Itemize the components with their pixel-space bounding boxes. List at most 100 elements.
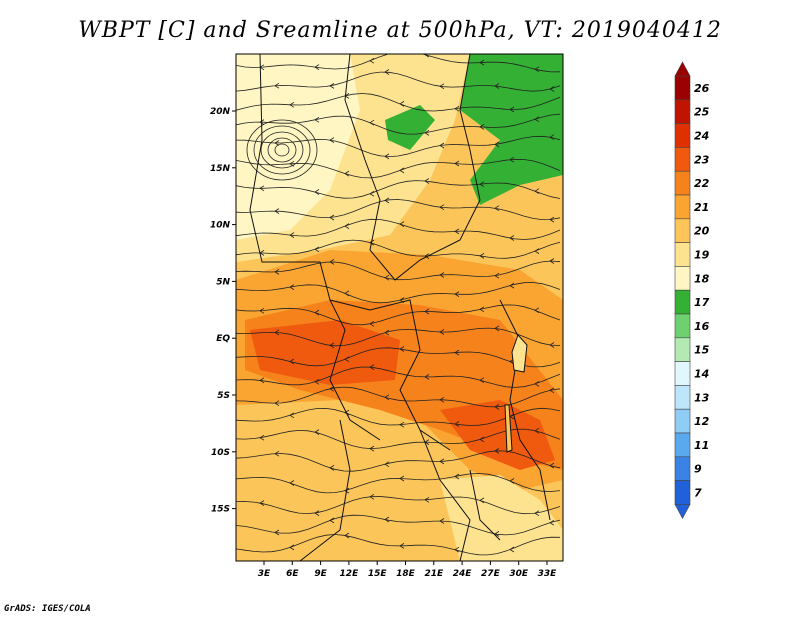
lake-tanganyika — [504, 404, 513, 453]
colorbar-swatch — [674, 313, 691, 339]
streamline — [236, 304, 561, 326]
lon-tick-label: 3E — [258, 569, 271, 579]
streamline-arrow — [549, 462, 555, 469]
streamline — [236, 135, 561, 158]
streamline-arrow — [549, 519, 555, 526]
streamline-arrow — [454, 473, 460, 480]
lon-tick-label: 18E — [396, 569, 416, 579]
lon-tick-label: 9E — [314, 569, 327, 579]
streamline-arrow — [329, 259, 335, 265]
streamline-arrow — [454, 546, 460, 553]
colorbar-swatch — [674, 480, 691, 505]
lat-tick-label: 15S — [211, 505, 230, 515]
lon-tick-label: 27E — [481, 569, 501, 579]
streamline-arrow — [549, 387, 555, 394]
streamline-arrow — [384, 461, 390, 468]
streamline-arrow — [329, 385, 335, 392]
colorbar-swatch — [674, 385, 691, 410]
streamline-arrow — [479, 497, 485, 504]
streamline-arrow — [399, 221, 405, 227]
colorbar-label: 20 — [694, 225, 710, 238]
lon-tick-label: 24E — [453, 569, 473, 579]
streamline-arrow — [439, 458, 445, 465]
streamline-arrow — [289, 412, 295, 419]
streamline-arrow — [314, 189, 320, 195]
streamline-arrow — [399, 346, 405, 352]
map-plot-area — [236, 54, 563, 561]
lon-tick-label: 30E — [509, 569, 529, 579]
streamline-arrow — [399, 167, 405, 174]
streamline-arrow — [439, 396, 445, 403]
lat-tick-label: EQ — [216, 334, 230, 344]
streamline-arrow — [314, 429, 320, 435]
footer-credit: GrADS: IGES/COLA — [4, 604, 91, 614]
vortex-streamline — [253, 125, 311, 175]
streamline-arrow — [384, 274, 390, 281]
streamline-arrow — [509, 478, 515, 484]
streamline-arrow — [494, 325, 500, 332]
colorbar-swatch — [674, 194, 691, 220]
lat-tick-label: 5N — [216, 277, 230, 287]
streamline-arrow — [479, 253, 485, 259]
colorbar-swatch — [674, 99, 691, 124]
streamline-arrow — [439, 329, 445, 335]
streamline-arrow — [534, 307, 540, 314]
streamline-arrow — [509, 156, 515, 163]
south-warm-region — [236, 420, 480, 561]
streamline-arrow — [509, 235, 515, 241]
south-cool-region — [440, 475, 563, 561]
streamline-arrow — [259, 307, 265, 314]
streamline-arrow — [479, 124, 485, 130]
streamline-arrow — [314, 246, 320, 253]
colorbar-swatch — [674, 123, 691, 148]
colorbar-swatch — [674, 75, 691, 101]
streamline-arrow — [314, 116, 320, 123]
colorbar-label: 24 — [694, 130, 709, 143]
lake-victoria — [511, 334, 528, 373]
streamline-arrow — [424, 253, 430, 259]
streamline-arrow — [329, 465, 335, 471]
colorbar-swatch — [674, 147, 691, 172]
colorbar-label: 26 — [694, 82, 710, 95]
streamline-arrow — [274, 529, 280, 536]
streamline-arrow — [274, 329, 280, 336]
streamline — [236, 514, 561, 536]
streamline-arrow — [274, 140, 280, 146]
streamline-arrow — [494, 205, 500, 212]
streamline-arrow — [369, 190, 375, 197]
streamline-arrow — [384, 516, 390, 523]
colorbar-label: 11 — [694, 439, 709, 452]
streamline — [236, 199, 561, 221]
colorbar-label: 19 — [694, 249, 710, 262]
colorbar-label: 7 — [694, 487, 702, 500]
streamline-arrow — [454, 349, 460, 356]
colorbar-label: 23 — [694, 153, 710, 166]
streamline-arrow — [259, 500, 265, 506]
streamline-arrow — [454, 421, 460, 427]
streamline-arrow — [384, 153, 390, 160]
streamline-arrow — [439, 83, 445, 90]
streamline-arrow — [479, 181, 485, 188]
streamline-arrow — [494, 404, 500, 410]
colorbar-label: 9 — [694, 463, 702, 476]
streamlines — [236, 54, 561, 556]
colorbar-swatch — [674, 266, 691, 291]
streamline-arrow — [369, 57, 375, 64]
streamline-arrow — [329, 83, 335, 89]
lon-tick-label: 6E — [286, 569, 299, 579]
streamline-arrow — [274, 400, 280, 407]
colorbar-swatch — [674, 408, 691, 434]
streamline-arrow — [344, 356, 350, 363]
colorbar-swatch — [674, 456, 691, 481]
streamline-arrow — [424, 496, 430, 503]
streamline-arrow — [424, 130, 430, 136]
streamline-arrow — [494, 531, 500, 537]
streamline-arrow — [369, 119, 375, 126]
streamline-arrow — [509, 546, 515, 553]
colorbar-swatch — [674, 170, 691, 196]
streamline — [236, 113, 561, 135]
streamline-arrow — [399, 475, 405, 482]
colorbar-swatch — [674, 337, 691, 362]
streamline-arrow — [424, 54, 430, 58]
